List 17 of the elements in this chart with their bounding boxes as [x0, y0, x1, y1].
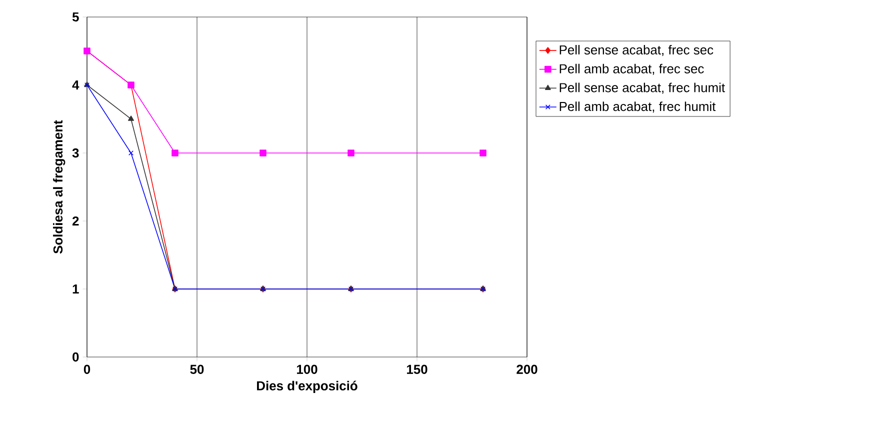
y-tick-label: 0 — [72, 352, 79, 362]
legend-label: Pell amb acabat, frec humit — [560, 102, 716, 113]
x-tick-label: 0 — [84, 364, 90, 374]
legend-label: Pell sense acabat, frec sec — [560, 44, 714, 56]
y-tick-label: 2 — [72, 216, 79, 226]
y-tick-label: 4 — [72, 80, 80, 90]
x-tick-label: 100 — [297, 364, 318, 374]
legend-label: Pell amb acabat, frec sec — [560, 64, 704, 75]
x-tick-label: 50 — [190, 364, 204, 374]
x-axis-title: Dies d'exposició — [257, 380, 358, 393]
x-tick-label: 150 — [407, 364, 428, 374]
y-axis-title: Soldiesa al fregament — [53, 120, 66, 254]
y-tick-label: 1 — [72, 284, 79, 294]
y-tick-label: 3 — [72, 148, 79, 158]
x-tick-label: 200 — [516, 364, 538, 374]
y-tick-label: 5 — [72, 12, 79, 22]
legend-label: Pell sense acabat, frec humit — [560, 82, 725, 94]
